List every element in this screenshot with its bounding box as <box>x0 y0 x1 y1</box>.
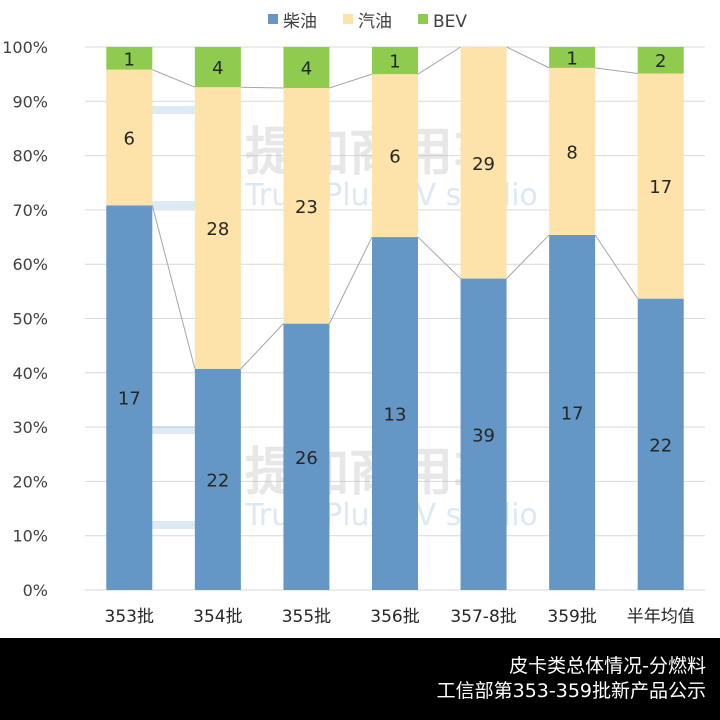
bar-segment <box>194 368 241 590</box>
data-label: 22 <box>649 435 672 456</box>
bar-segment <box>106 47 153 70</box>
x-tick-label: 353批 <box>105 607 154 627</box>
series-line <box>594 234 639 299</box>
data-label: 17 <box>649 177 672 198</box>
series-line <box>240 86 284 89</box>
y-tick-label: 0% <box>23 581 48 600</box>
bar-segment <box>637 47 684 74</box>
bar-segment <box>106 205 153 590</box>
y-tick-label: 60% <box>12 255 48 274</box>
series-line <box>329 73 373 89</box>
series-line <box>506 46 550 69</box>
data-label: 29 <box>472 154 495 175</box>
y-tick-label: 70% <box>12 201 48 220</box>
x-tick-label: 354批 <box>193 607 242 627</box>
bar-segment <box>283 87 330 324</box>
bar-segment <box>194 47 241 88</box>
x-tick-label: 357-8批 <box>450 607 516 627</box>
bar-segment <box>283 323 330 590</box>
bar-segment <box>460 47 507 279</box>
y-tick-label: 40% <box>12 364 48 383</box>
data-label: 8 <box>566 142 577 163</box>
series-line <box>417 46 461 75</box>
data-label: 26 <box>295 448 318 469</box>
y-tick-label: 10% <box>12 527 48 546</box>
bar-segment <box>194 87 241 369</box>
series-line <box>151 205 196 369</box>
stacked-bar-chart: 0%10%20%30%40%50%60%70%80%90%100%提加商用车Tr… <box>2 12 705 627</box>
data-label: 2 <box>655 51 666 72</box>
footer-title: 皮卡类总体情况-分燃料 <box>509 655 706 677</box>
legend-swatch <box>268 14 278 24</box>
footer-caption: 皮卡类总体情况-分燃料 工信部第353-359批新产品公示 <box>0 638 720 720</box>
legend-label: 柴油 <box>283 12 317 32</box>
bar-segment <box>549 67 596 235</box>
data-label: 4 <box>301 58 312 79</box>
bar-segment <box>460 278 507 590</box>
x-tick-label: 半年均值 <box>627 607 695 627</box>
x-tick-label: 356批 <box>370 607 419 627</box>
data-label: 23 <box>295 197 318 218</box>
data-label: 28 <box>206 219 229 240</box>
data-label: 22 <box>206 470 229 491</box>
data-label: 4 <box>212 58 223 79</box>
data-label: 13 <box>384 405 407 426</box>
series-line <box>152 69 196 88</box>
series-line <box>417 236 461 279</box>
data-label: 6 <box>124 129 135 150</box>
data-label: 17 <box>118 389 141 410</box>
bar-segment <box>372 74 418 238</box>
bar-segment <box>283 47 330 88</box>
data-label: 1 <box>389 52 400 73</box>
x-tick-label: 359批 <box>547 607 596 627</box>
data-label: 1 <box>124 49 135 70</box>
bar-segment <box>637 298 684 590</box>
bar-segment <box>549 47 596 68</box>
series-line <box>506 234 550 279</box>
y-tick-label: 30% <box>12 418 48 437</box>
y-tick-label: 80% <box>12 147 48 166</box>
footer-subtitle: 工信部第353-359批新产品公示 <box>436 680 706 702</box>
legend-label: BEV <box>433 12 467 32</box>
series-line <box>240 323 284 370</box>
bar-segment <box>549 234 596 590</box>
y-tick-label: 20% <box>12 472 48 491</box>
legend-label: 汽油 <box>358 12 392 32</box>
data-label: 1 <box>566 48 577 69</box>
data-label: 39 <box>472 425 495 446</box>
series-line <box>328 236 373 324</box>
bar-segment <box>637 73 684 299</box>
legend-swatch <box>418 14 428 24</box>
y-tick-label: 100% <box>2 38 48 57</box>
bar-segment <box>372 237 418 591</box>
y-tick-label: 90% <box>12 92 48 111</box>
bar-segment <box>372 47 418 75</box>
bar-segment <box>106 69 153 206</box>
x-tick-label: 355批 <box>282 607 331 627</box>
series-line <box>595 67 638 74</box>
legend-swatch <box>343 14 353 24</box>
data-label: 17 <box>561 403 584 424</box>
data-label: 6 <box>389 147 400 168</box>
y-tick-label: 50% <box>12 310 48 329</box>
